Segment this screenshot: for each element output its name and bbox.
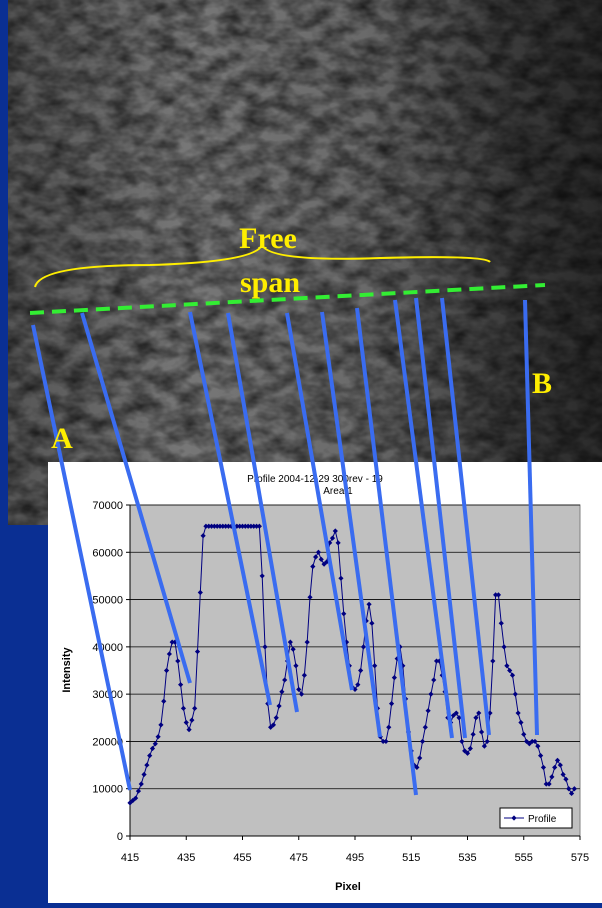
y-tick-label: 60000 (92, 547, 123, 559)
x-tick-label: 535 (458, 852, 476, 864)
slide: 0100002000030000400005000060000700004154… (0, 0, 602, 903)
x-tick-label: 435 (177, 852, 195, 864)
x-tick-label: 415 (121, 852, 139, 864)
y-tick-label: 50000 (92, 595, 123, 607)
y-tick-label: 70000 (92, 500, 123, 512)
x-tick-label: 455 (233, 852, 251, 864)
annotation: B (532, 367, 552, 400)
annotation: A (51, 422, 73, 455)
micrograph-texture (8, 0, 602, 525)
y-tick-label: 0 (117, 831, 123, 843)
x-tick-label: 575 (571, 852, 589, 864)
x-tick-label: 475 (290, 852, 308, 864)
x-tick-label: 495 (346, 852, 364, 864)
y-axis-label: Intensity (61, 647, 73, 693)
annotation: span (240, 266, 300, 299)
x-tick-label: 515 (402, 852, 420, 864)
x-tick-label: 555 (515, 852, 533, 864)
x-axis-label: Pixel (335, 881, 361, 893)
y-tick-label: 40000 (92, 642, 123, 654)
annotation: Free (239, 222, 297, 255)
legend-label: Profile (528, 814, 557, 825)
y-tick-label: 10000 (92, 784, 123, 796)
page: 0100002000030000400005000060000700004154… (0, 0, 602, 908)
